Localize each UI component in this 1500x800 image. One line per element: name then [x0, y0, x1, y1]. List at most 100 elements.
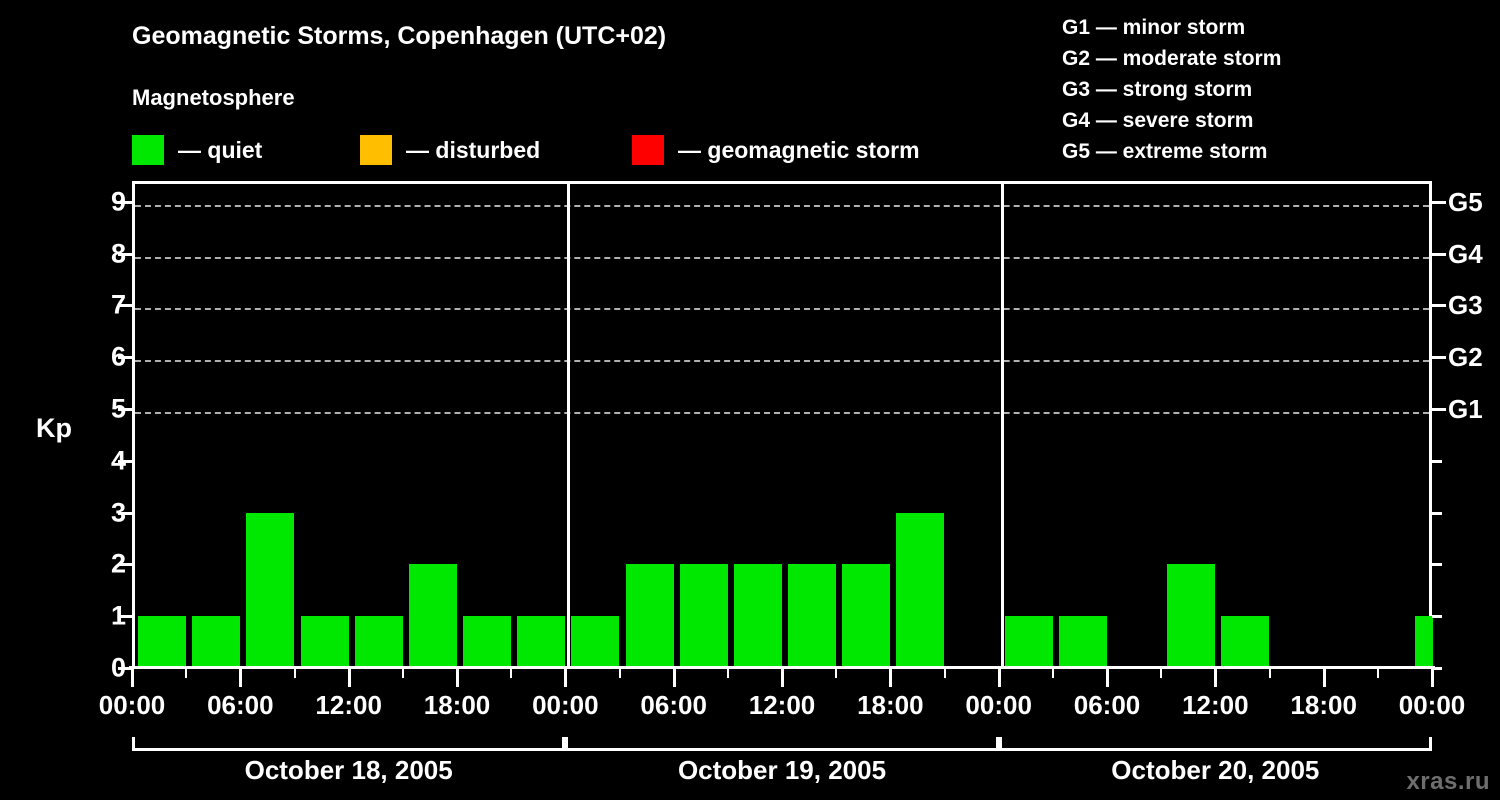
bar-kp — [679, 564, 728, 668]
legend-swatch-quiet-icon — [132, 135, 164, 165]
x-tick-major-3 — [456, 669, 459, 687]
day-bracket-1 — [132, 737, 566, 751]
bar-kp — [1415, 616, 1433, 668]
y-tick-label-4: 4 — [66, 447, 126, 474]
y-tick-mark-7 — [118, 304, 132, 308]
g-axis-minor-tick-2 — [1432, 563, 1442, 567]
x-tick-major-10 — [1214, 669, 1218, 687]
bar-kp — [788, 564, 837, 668]
bar-kp — [246, 512, 295, 668]
x-axis-baseline — [129, 666, 1435, 669]
y-tick-label-0: 0 — [66, 654, 126, 682]
bar-kp — [733, 564, 782, 668]
x-tick-minor-9 — [618, 669, 621, 678]
x-tick-major-0 — [131, 669, 134, 687]
bar-kp — [1167, 564, 1216, 668]
x-tick-label-5: 06:00 — [640, 690, 707, 720]
gridline-kp-8 — [135, 256, 1429, 259]
legend-label-storm: — geomagnetic storm — [678, 136, 920, 163]
g-axis-label-G2: G2 — [1448, 342, 1483, 373]
day-separator-2 — [1000, 181, 1004, 668]
gridline-kp-7 — [135, 308, 1429, 311]
g-axis-minor-tick-4 — [1432, 459, 1442, 463]
legend-swatch-storm-icon — [632, 135, 664, 165]
x-tick-label-6: 12:00 — [748, 690, 816, 720]
y-tick-label-6: 6 — [66, 343, 126, 371]
gridline-kp-6 — [135, 360, 1429, 363]
x-tick-major-4 — [564, 669, 568, 687]
x-tick-major-2 — [347, 669, 351, 687]
y-tick-label-7: 7 — [66, 291, 126, 319]
day-separator-1 — [567, 181, 571, 668]
g-axis-tick-G4 — [1432, 252, 1446, 256]
g-scale-line-5: G5 — extreme storm — [1062, 140, 1268, 163]
x-tick-minor-3 — [293, 669, 296, 678]
y-tick-mark-6 — [118, 356, 132, 360]
x-tick-major-12 — [1431, 669, 1434, 687]
y-axis-title: Kp — [36, 413, 72, 443]
chart-subtitle: Magnetosphere — [132, 85, 295, 110]
g-axis-tick-G5 — [1432, 200, 1446, 204]
g-axis-label-G4: G4 — [1448, 238, 1483, 269]
y-tick-label-9: 9 — [66, 188, 126, 215]
g-axis-minor-tick-3 — [1432, 511, 1442, 515]
x-tick-minor-13 — [835, 669, 838, 678]
bar-kp — [463, 616, 512, 668]
g-scale-line-3: G3 — strong storm — [1062, 78, 1253, 101]
y-tick-mark-8 — [118, 252, 132, 256]
y-tick-mark-4 — [118, 459, 132, 463]
x-tick-major-6 — [781, 669, 784, 687]
day-bracket-2 — [565, 737, 999, 751]
y-tick-mark-0 — [118, 667, 132, 670]
watermark: xras.ru — [1406, 768, 1490, 795]
y-tick-mark-3 — [118, 511, 132, 515]
x-tick-minor-1 — [185, 669, 188, 678]
legend-entry-disturbed: — disturbed — [360, 133, 540, 167]
x-tick-label-7: 18:00 — [857, 690, 924, 720]
bar-kp — [408, 564, 457, 668]
date-label-1: October 18, 2005 — [244, 755, 453, 785]
chart-plot-area — [132, 181, 1433, 668]
y-tick-mark-2 — [118, 563, 132, 567]
g-scale-line-4: G4 — severe storm — [1062, 109, 1254, 132]
x-tick-minor-17 — [1051, 669, 1054, 678]
y-tick-mark-5 — [118, 407, 132, 411]
y-tick-label-3: 3 — [66, 499, 126, 526]
bar-kp — [138, 616, 187, 668]
y-tick-label-1: 1 — [66, 602, 126, 630]
y-tick-mark-9 — [118, 200, 132, 204]
gridline-kp-5 — [135, 411, 1429, 414]
x-tick-label-12: 00:00 — [1398, 690, 1466, 720]
bar-kp — [192, 616, 241, 668]
x-tick-minor-23 — [1376, 669, 1379, 678]
x-tick-minor-15 — [943, 669, 946, 678]
g-axis-tick-G1 — [1432, 407, 1446, 411]
day-bracket-3 — [998, 737, 1432, 751]
x-tick-label-11: 18:00 — [1290, 690, 1357, 720]
legend-swatch-disturbed-icon — [360, 135, 392, 165]
x-tick-minor-19 — [1160, 669, 1163, 678]
legend-label-quiet: — quiet — [178, 136, 263, 163]
x-tick-minor-11 — [726, 669, 729, 678]
x-tick-label-4: 00:00 — [532, 690, 599, 720]
x-tick-label-10: 12:00 — [1182, 690, 1249, 720]
g-axis-label-G5: G5 — [1448, 186, 1483, 217]
x-tick-major-1 — [239, 669, 243, 687]
bar-kp — [354, 616, 403, 668]
gridline-kp-9 — [135, 204, 1429, 207]
x-tick-major-7 — [889, 669, 893, 687]
y-tick-label-8: 8 — [66, 240, 126, 267]
bar-kp — [896, 512, 945, 668]
bar-kp — [842, 564, 891, 668]
y-tick-label-5: 5 — [66, 395, 126, 422]
date-label-2: October 19, 2005 — [677, 755, 887, 785]
g-scale-line-2: G2 — moderate storm — [1062, 47, 1282, 70]
x-tick-label-8: 00:00 — [965, 690, 1032, 720]
x-tick-minor-7 — [510, 669, 513, 678]
x-tick-major-9 — [1106, 669, 1109, 687]
g-axis-label-G3: G3 — [1448, 290, 1483, 321]
legend-entry-quiet: — quiet — [132, 133, 262, 167]
chart-plot-inner — [135, 181, 1433, 668]
g-axis-tick-G2 — [1432, 356, 1446, 360]
bar-kp — [1004, 616, 1053, 668]
